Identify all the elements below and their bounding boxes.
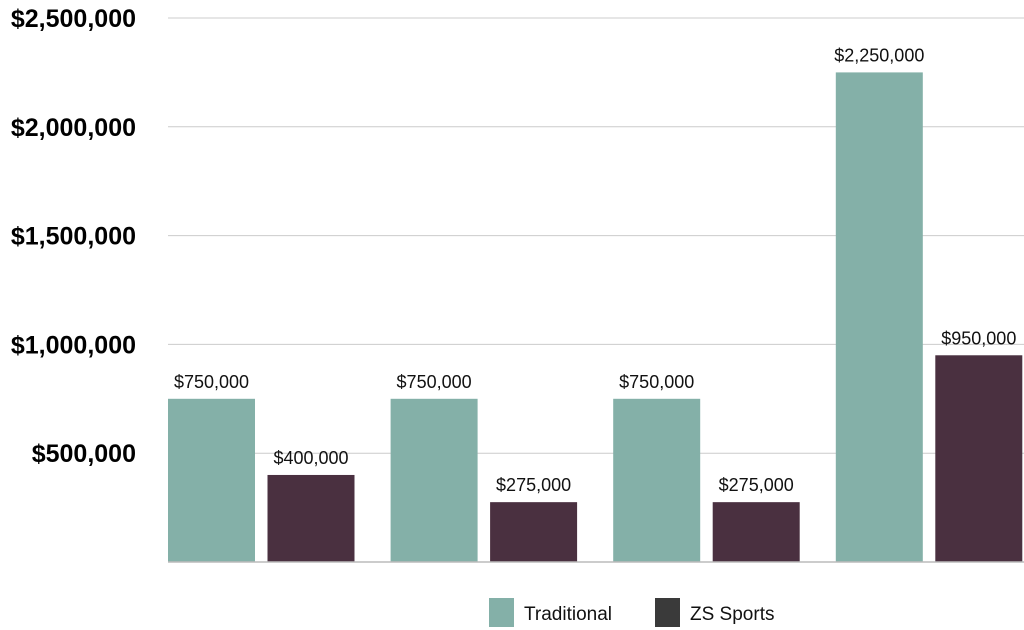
bars [168,72,1023,563]
legend-label: Traditional [524,604,612,625]
data-labels: $750,000 $750,000 $750,000 $2,250,000 $400,0… [174,45,1016,495]
data-label: $750,000 [174,372,249,392]
data-label: $275,000 [496,475,571,495]
bar-zs-sports [490,502,578,562]
legend-label: ZS Sports [690,604,774,625]
y-axis-tick-labels: $500,000 $1,000,000 $1,500,000 $2,000,000 $2… [11,5,136,468]
legend-swatch [655,598,680,627]
bar-zs-sports [712,502,800,562]
bar-traditional [613,398,701,562]
data-label: $275,000 [719,475,794,495]
bar-traditional [168,398,255,562]
legend-swatch [489,598,514,627]
data-label: $750,000 [397,372,472,392]
data-label: $400,000 [273,448,348,468]
data-label: $950,000 [941,328,1016,348]
y-tick-label: $1,000,000 [11,331,136,359]
data-label: $750,000 [619,372,694,392]
y-tick-label: $500,000 [32,440,136,468]
y-tick-label: $2,500,000 [11,5,136,33]
bar-traditional [390,398,478,562]
bar-zs-sports [267,474,355,562]
legend: Traditional ZS Sports [489,598,774,627]
bar-zs-sports [935,355,1023,562]
y-tick-label: $2,000,000 [11,114,136,142]
data-label: $2,250,000 [834,45,924,65]
y-tick-label: $1,500,000 [11,223,136,251]
bar-traditional [835,72,923,563]
